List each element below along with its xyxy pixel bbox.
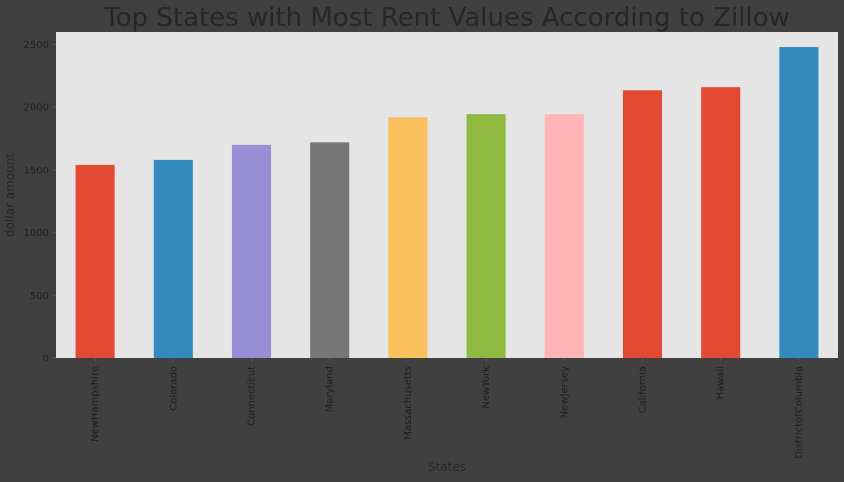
x-tick-label: California bbox=[638, 366, 649, 414]
x-tick-label: Maryland bbox=[325, 366, 336, 412]
y-tick-label: 1000 bbox=[24, 228, 49, 239]
bar-newyork bbox=[466, 114, 506, 358]
bar-california bbox=[622, 90, 663, 359]
x-tick-label: NewJersey bbox=[559, 366, 570, 418]
x-tick-label: Connecticut bbox=[247, 366, 258, 426]
x-axis-label: States bbox=[428, 460, 466, 474]
y-tick-label: 0 bbox=[43, 354, 49, 365]
x-axis-ticks: NewHampshire Colorado Connecticut Maryland M… bbox=[90, 358, 805, 459]
chart-title: Top States with Most Rent Values Accordi… bbox=[103, 3, 790, 33]
y-tick-label: 1500 bbox=[24, 165, 49, 176]
bar-newjersey bbox=[544, 114, 584, 358]
bar-hawaii bbox=[701, 87, 741, 359]
bar-connecticut bbox=[231, 144, 272, 358]
x-tick-label: NewHampshire bbox=[90, 366, 101, 442]
bar-newhampshire bbox=[75, 164, 115, 358]
bar-colorado bbox=[153, 159, 193, 358]
bars-layer bbox=[75, 47, 819, 359]
y-tick-label: 2000 bbox=[24, 103, 49, 114]
x-tick-label: Colorado bbox=[168, 366, 179, 411]
bar-massachusetts bbox=[388, 117, 428, 358]
y-tick-label: 500 bbox=[30, 291, 49, 302]
bar-maryland bbox=[310, 142, 350, 358]
x-tick-label: DistrictofColumbia bbox=[794, 366, 805, 459]
x-tick-label: Hawaii bbox=[716, 366, 727, 400]
x-tick-label: Massachusetts bbox=[403, 366, 414, 440]
y-axis-ticks: 0 500 1000 1500 2000 2500 bbox=[24, 40, 56, 365]
bar-districtofcolumbia bbox=[779, 47, 819, 359]
x-tick-label: NewYork bbox=[481, 366, 492, 409]
y-tick-label: 2500 bbox=[24, 40, 49, 51]
y-axis-label: dollar amount bbox=[3, 153, 17, 237]
